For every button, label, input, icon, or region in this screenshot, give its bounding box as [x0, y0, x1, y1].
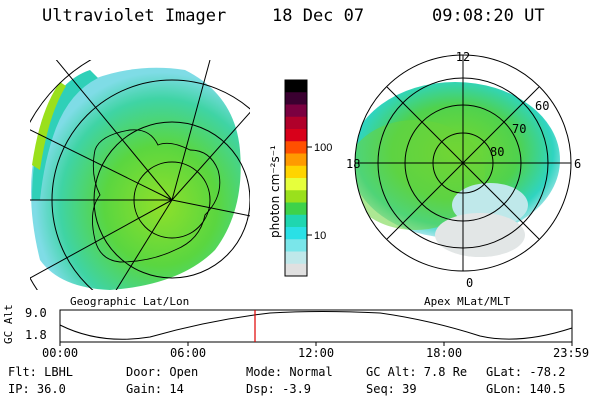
mlt-label-12: 12 [456, 50, 470, 64]
geographic-map [30, 60, 250, 290]
mlt-label-18: 18 [346, 157, 360, 171]
status-gain: Gain: 14 [126, 382, 184, 396]
status-flt: Flt: LBHL [8, 365, 74, 379]
colorbar-unit-label: photon cm⁻²s⁻¹ [268, 145, 282, 238]
colorbar-segment [285, 104, 307, 118]
mlt-label-0: 0 [466, 276, 473, 290]
magnetic-map [354, 54, 572, 272]
colorbar-tick-10: 10 [314, 230, 326, 242]
colorbar-segment [285, 263, 307, 277]
colorbar-tick-100: 100 [314, 142, 332, 154]
status-door: Door: Open [126, 365, 199, 379]
colorbar-segment [285, 80, 307, 93]
colorbar-segment [285, 153, 307, 167]
antarctica-coastline [91, 129, 221, 263]
colorbar [285, 80, 307, 277]
status-glon: GLon: 140.5 [486, 382, 566, 396]
instrument-title: Ultraviolet Imager [42, 6, 227, 26]
altitude-ytick-1.8: 1.8 [25, 328, 47, 342]
colorbar-segment [285, 92, 307, 105]
status-dsp: Dsp: -3.9 [246, 382, 312, 396]
status-mode: Mode: Normal [246, 365, 333, 379]
status-gcalt: GC Alt: 7.8 Re [366, 365, 468, 379]
xtick-1200: 12:00 [298, 346, 335, 360]
colorbar-segment [285, 165, 307, 179]
colorbar-segment [285, 214, 307, 228]
colorbar-segment [285, 116, 307, 130]
altitude-plot-frame [59, 309, 573, 343]
mlat-label-60: 60 [535, 99, 549, 113]
xtick-0000: 00:00 [42, 346, 79, 360]
image-date: 18 Dec 07 [272, 6, 365, 26]
colorbar-segment [285, 190, 307, 203]
mlat-label-80: 80 [490, 145, 504, 159]
altitude-xticks [59, 342, 573, 346]
colorbar-segment [285, 129, 307, 142]
mlt-label-6: 6 [574, 157, 581, 171]
colorbar-segment [285, 178, 307, 191]
xtick-0600: 06:00 [170, 346, 207, 360]
status-glat: GLat: -78.2 [486, 365, 566, 379]
colorbar-segment [285, 141, 307, 154]
image-time: 09:08:20 UT [432, 6, 545, 26]
xtick-1800: 18:00 [426, 346, 463, 360]
xtick-2359: 23:59 [553, 346, 590, 360]
auroral-arc-outer [32, 82, 66, 170]
apex-label: Apex MLat/MLT [424, 295, 511, 308]
mlt-lines [355, 55, 571, 271]
status-ip: IP: 36.0 [8, 382, 66, 396]
geographic-label: Geographic Lat/Lon [70, 295, 190, 308]
colorbar-segment [285, 251, 307, 265]
mlat-label-70: 70 [512, 122, 526, 136]
colorbar-segment [285, 239, 307, 252]
altitude-curve [59, 311, 573, 340]
colorbar-segment [285, 227, 307, 240]
colorbar-segment [285, 202, 307, 216]
altitude-ylabel: GC Alt [2, 304, 15, 344]
status-seq: Seq: 39 [366, 382, 417, 396]
meridians-left [30, 60, 250, 290]
altitude-ytick-9: 9.0 [25, 306, 47, 320]
